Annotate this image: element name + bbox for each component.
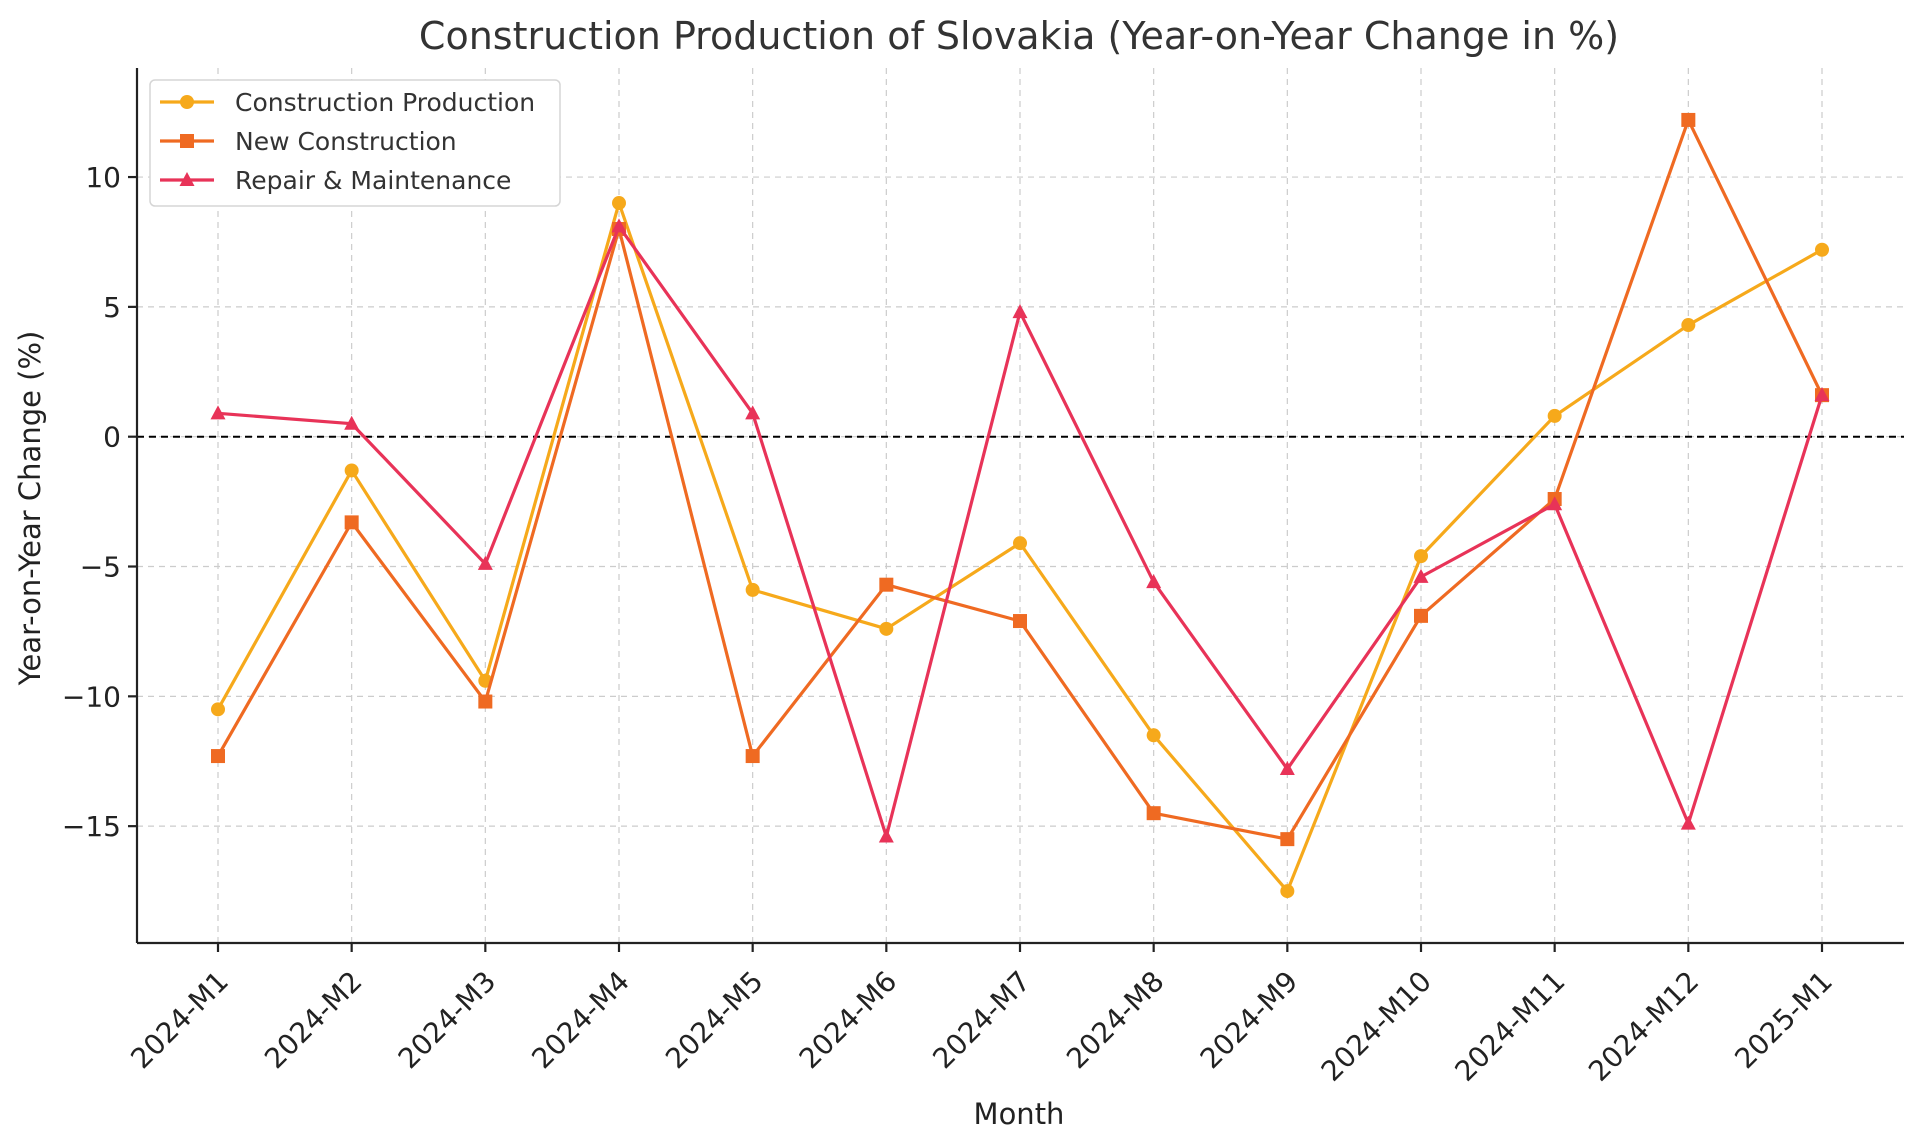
y-tick-label: 10 [85,161,121,194]
new-construction-point [1681,112,1696,127]
legend-label: Construction Production [235,88,535,117]
x-tick-label: 2024-M4 [525,965,636,1076]
construction-production-point [1815,242,1829,257]
x-tick-label: 2024-M2 [258,965,369,1076]
construction-production-point [1280,884,1295,899]
x-tick-label: 2024-M5 [659,965,770,1076]
legend: Construction Production New Construction R… [149,79,561,207]
x-axis-label: Month [974,1097,1065,1131]
repair-maintenance-point [1146,574,1162,589]
x-tick-label: 2025-M1 [1728,965,1839,1076]
y-tick-label: 0 [103,421,121,454]
repair-maintenance-point [1413,568,1429,583]
new-construction-point [478,694,493,709]
construction-production-point [344,463,359,478]
new-construction-point [745,749,760,764]
repair-maintenance-point [1547,496,1563,511]
x-tick-label: 2024-M12 [1582,965,1705,1088]
repair-maintenance-point [745,405,761,420]
construction-production-point [1013,536,1027,551]
x-tick-label: 2024-M11 [1448,965,1571,1088]
legend-item-construction-production: Construction Production [160,88,535,117]
y-tick-label: −5 [80,551,121,584]
legend-label: New Construction [235,127,457,156]
construction-production-point [1414,549,1428,564]
y-tick-label: −15 [62,810,121,843]
legend-marker [180,134,194,148]
legend-box [149,79,561,207]
legend-item-repair-maintenance: Repair & Maintenance [160,166,511,195]
construction-production-point [879,621,894,636]
series [210,112,1830,899]
legend-marker [180,95,194,109]
y-axis-label: Year-on-Year Change (%) [13,331,47,687]
legend-label: Repair & Maintenance [235,166,511,195]
construction-production-point [1146,728,1161,743]
tick-labels: 2024-M1 2024-M2 2024-M3 2024-M4 2024-M5 2024-… [62,161,1839,1088]
new-construction-point [1146,806,1161,821]
x-tick-label: 2024-M6 [793,965,904,1076]
repair-maintenance-point [344,415,360,430]
new-construction-point [1013,614,1027,629]
new-construction-point [344,515,359,530]
legend-item-new-construction: New Construction [160,127,457,156]
new-construction-point [1414,608,1428,623]
repair-maintenance-point [477,555,493,570]
repair-maintenance-point [878,828,894,843]
legend-marker [179,172,195,186]
new-construction-point [879,577,894,592]
x-tick-label: 2024-M3 [392,965,503,1076]
x-tick-label: 2024-M9 [1194,965,1305,1076]
repair-maintenance-point [1012,304,1028,319]
repair-maintenance-point [1680,815,1696,830]
construction-production-point [612,196,626,211]
x-tick-label: 2024-M7 [926,965,1037,1076]
x-tick-label: 2024-M1 [124,965,235,1076]
chart-title: Construction Production of Slovakia (Yea… [419,14,1619,58]
series-repair-maintenance [210,218,1830,843]
x-tick-label: 2024-M10 [1315,965,1438,1088]
new-construction-point [211,749,225,764]
repair-maintenance-point [611,218,627,233]
construction-production-point [1681,318,1696,333]
y-tick-label: −10 [62,680,121,713]
new-construction-point [1280,832,1295,847]
x-tick-label: 2024-M8 [1060,965,1171,1076]
repair-maintenance-point [210,405,226,420]
construction-production-point [1547,408,1562,423]
repair-maintenance-point [1279,761,1295,776]
y-tick-label: 5 [103,291,121,324]
repair-maintenance-point [1814,387,1830,402]
construction-production-point [745,582,760,597]
axes [128,68,1904,952]
construction-production-point [211,702,225,717]
